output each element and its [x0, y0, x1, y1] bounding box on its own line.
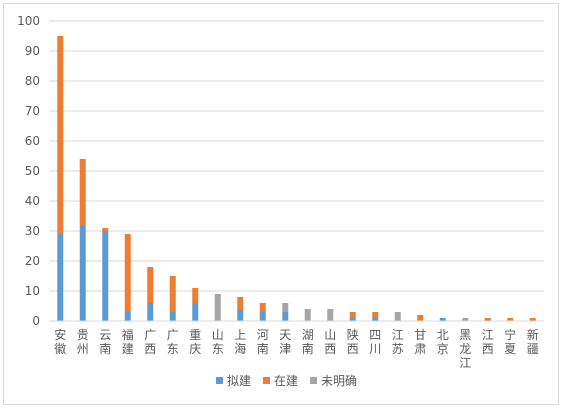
x-tick-label: 四川 — [369, 328, 381, 356]
bar-segment — [147, 303, 154, 321]
bar-segment — [79, 225, 86, 321]
bar-segment — [484, 318, 491, 321]
bar-segment — [102, 231, 109, 321]
bar-segment — [192, 288, 199, 303]
bar-segment — [192, 303, 199, 321]
x-tick-label: 广东 — [167, 328, 179, 356]
bar-segment — [529, 318, 536, 321]
y-tick-label: 10 — [25, 284, 40, 298]
bar-segment — [237, 297, 244, 309]
y-tick-label: 60 — [25, 134, 40, 148]
bar-segment — [57, 36, 64, 234]
chart-svg: 0 10 20 30 40 50 60 70 80 90 100 安徽贵州云南福建广西广东重庆山东上… — [17, 14, 544, 388]
x-tick-label: 重庆 — [189, 328, 201, 356]
gridlines — [49, 20, 544, 292]
bar-segment — [462, 318, 469, 321]
x-tick-label: 河南 — [257, 328, 269, 356]
x-tick-label: 上海 — [234, 328, 246, 356]
x-tick-label: 天津 — [279, 328, 291, 356]
bar-segment — [214, 294, 221, 321]
legend-swatch — [263, 377, 270, 384]
x-tick-label: 安徽 — [54, 327, 66, 356]
bar-segment — [282, 303, 289, 312]
x-tick-label: 北京 — [437, 328, 449, 356]
y-tick-label: 50 — [25, 164, 40, 178]
bar-segment — [169, 276, 176, 312]
x-tick-label: 江西 — [482, 328, 494, 356]
x-tick-label: 云南 — [99, 328, 111, 356]
x-tick-label: 甘肃 — [414, 328, 426, 356]
bar-segment — [124, 312, 131, 321]
bar-segment — [349, 312, 356, 318]
y-tick-label: 20 — [25, 254, 40, 268]
chart-frame: 0 10 20 30 40 50 60 70 80 90 100 安徽 贵州 云南 福建 广西 广东 重庆 山东上… — [3, 3, 559, 405]
x-tick-label: 江苏 — [392, 328, 404, 356]
bar-segment — [327, 309, 334, 321]
bar-segment — [237, 309, 244, 321]
x-tick-label: 陕西 — [347, 327, 359, 356]
bar-segment — [372, 312, 379, 318]
bars — [57, 36, 536, 321]
x-tick-label: 新疆 — [527, 327, 539, 356]
bar-segment — [372, 318, 379, 321]
x-tick-label: 贵州 — [77, 328, 89, 356]
bar-segment — [439, 318, 446, 321]
x-tick-label: 湖南 — [302, 327, 314, 356]
x-tick-label: 山西 — [324, 328, 336, 356]
legend-swatch — [310, 377, 317, 384]
y-tick-label: 90 — [25, 44, 40, 58]
bar-segment — [282, 312, 289, 321]
x-tick-label: 山东 — [212, 328, 224, 356]
x-tick-label: 广西 — [144, 328, 156, 356]
bar-segment — [259, 312, 266, 321]
bar-segment — [394, 312, 401, 321]
bar-segment — [169, 312, 176, 321]
y-tick-label: 40 — [25, 194, 40, 208]
bar-segment — [417, 315, 424, 321]
y-tick-label: 100 — [17, 14, 40, 28]
y-tick-label: 30 — [25, 224, 40, 238]
legend-label: 在建 — [274, 374, 298, 388]
bar-segment — [304, 309, 311, 321]
legend: 拟建 在建 未明确 — [216, 374, 357, 388]
x-tick-label: 宁夏 — [504, 327, 516, 356]
y-tick-label: 0 — [32, 314, 40, 328]
bar-segment — [124, 234, 131, 312]
bar-segment — [79, 159, 86, 225]
bar-segment — [507, 318, 514, 321]
bar-segment — [147, 267, 154, 303]
bar-segment — [259, 303, 266, 312]
y-tick-label: 70 — [25, 104, 40, 118]
bar-segment — [102, 228, 109, 231]
legend-label: 未明确 — [321, 374, 357, 388]
legend-label: 拟建 — [227, 374, 251, 388]
y-axis-ticks: 0 10 20 30 40 50 60 70 80 90 100 — [17, 14, 40, 328]
y-tick-label: 80 — [25, 74, 40, 88]
x-axis-ticks: 安徽贵州云南福建广西广东重庆山东上海河南天津湖南山西陕西四川江苏甘肃北京黑龙江江… — [54, 327, 539, 370]
x-tick-label: 黑龙江 — [459, 328, 471, 370]
bar-segment — [349, 318, 356, 321]
legend-swatch — [216, 377, 223, 384]
bar-segment — [57, 234, 64, 321]
x-tick-label: 福建 — [122, 327, 134, 356]
